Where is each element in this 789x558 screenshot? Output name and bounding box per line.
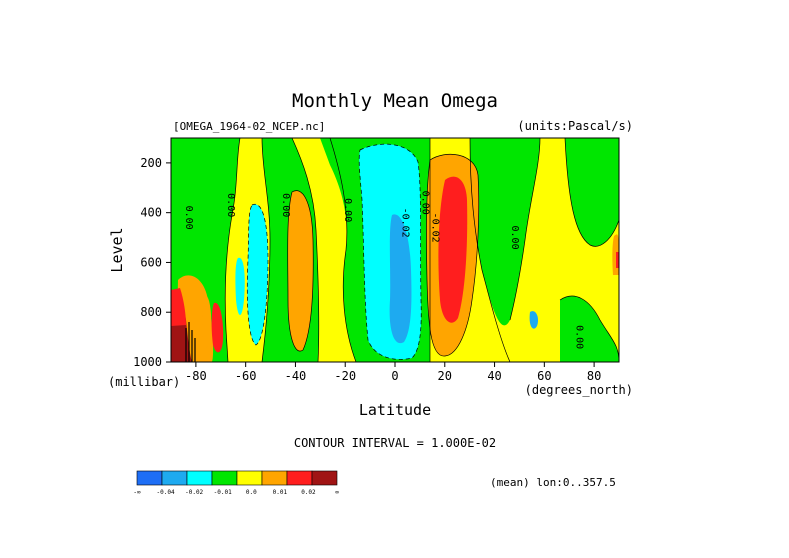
x-tick-label: 60	[537, 369, 551, 383]
x-tick-label: -80	[185, 369, 207, 383]
omega-field	[171, 138, 619, 362]
colorbar-swatch	[211, 470, 238, 486]
x-tick-label: 80	[587, 369, 601, 383]
red-streak-southern	[211, 302, 224, 353]
y-tick-label: 400	[140, 206, 162, 220]
red-polar-south	[171, 288, 186, 326]
colorbar-label: ∞	[335, 489, 339, 496]
file-label: [OMEGA_1964-02_NCEP.nc]	[173, 120, 325, 133]
cyan-streak-southern	[235, 257, 245, 315]
blue-spot-north	[529, 311, 539, 329]
colorbar-swatch	[286, 470, 313, 486]
x-axis-title: Latitude	[359, 401, 431, 419]
colorbar-swatch	[261, 470, 288, 486]
colorbar-label: 0.02	[301, 489, 316, 496]
blue-region-equatorial	[389, 214, 412, 344]
x-tick-label: 40	[487, 369, 501, 383]
colorbar-label: 0.0	[246, 489, 257, 496]
red-blob-polar-north	[616, 252, 619, 268]
y-tick-label: 800	[140, 305, 162, 319]
y-axis: 200 400 600 800 1000	[133, 156, 171, 369]
colorbar-label: -0.01	[214, 489, 232, 496]
green-region-lower-north	[560, 296, 619, 362]
colorbar-swatch	[186, 470, 213, 486]
cyan-region-south	[247, 204, 268, 345]
y-tick-label: 1000	[133, 355, 162, 369]
x-tick-label: 0	[391, 369, 398, 383]
contour-label: 0.00	[342, 198, 353, 222]
red-region-subtropic-north	[438, 176, 468, 323]
x-axis: -80 -60 -40 -20 0 20 40 60 80	[185, 362, 601, 383]
colorbar-label: -0.02	[185, 489, 203, 496]
colorbar-swatch	[311, 470, 338, 486]
y-axis-title: Level	[108, 227, 126, 272]
contour-label: -0.02	[429, 213, 440, 243]
x-tick-label: -60	[235, 369, 257, 383]
contour-label: 0.00	[509, 226, 520, 250]
green-region-polar-north	[565, 138, 619, 247]
colorbar-swatch	[236, 470, 263, 486]
contour-label: 0.00	[225, 193, 236, 217]
contour-label: 0.00	[574, 325, 585, 349]
colorbar-label: 0.01	[273, 489, 288, 496]
x-tick-label: 20	[438, 369, 452, 383]
units-label: (units:Pascal/s)	[517, 119, 633, 133]
colorbar-label: -0.04	[157, 489, 175, 496]
orange-region-south	[287, 190, 314, 352]
contour-label: 0.00	[280, 193, 291, 217]
y-tick-label: 600	[140, 255, 162, 269]
contour-interval-text: CONTOUR INTERVAL = 1.000E-02	[294, 436, 496, 450]
colorbar-swatch	[136, 470, 163, 486]
green-region-midlat-north	[470, 138, 540, 326]
x-axis-units: (degrees_north)	[525, 383, 633, 397]
orange-streak-southern	[202, 295, 212, 348]
contour-label: 0.00	[183, 206, 194, 230]
x-tick-label: -40	[285, 369, 307, 383]
contour-lines	[224, 138, 619, 362]
colorbar: -∞ -0.04 -0.02 -0.01 0.0 0.01 0.02 ∞	[133, 470, 339, 496]
chart-title: Monthly Mean Omega	[292, 90, 498, 112]
contour-labels: 0.000.00 0.00 0.00 -0.020.00-0.02 0.000.00	[183, 191, 585, 349]
polar-hatch	[185, 322, 196, 362]
x-tick-label: -20	[334, 369, 356, 383]
y-tick-label: 200	[140, 156, 162, 170]
colorbar-swatch	[161, 470, 188, 486]
colorbar-label: -∞	[133, 489, 141, 496]
contour-label: 0.00	[419, 191, 430, 215]
contour-label: -0.02	[399, 208, 410, 238]
mean-longitude-text: (mean) lon:0..357.5	[490, 476, 616, 489]
y-axis-units: (millibar)	[108, 375, 180, 389]
